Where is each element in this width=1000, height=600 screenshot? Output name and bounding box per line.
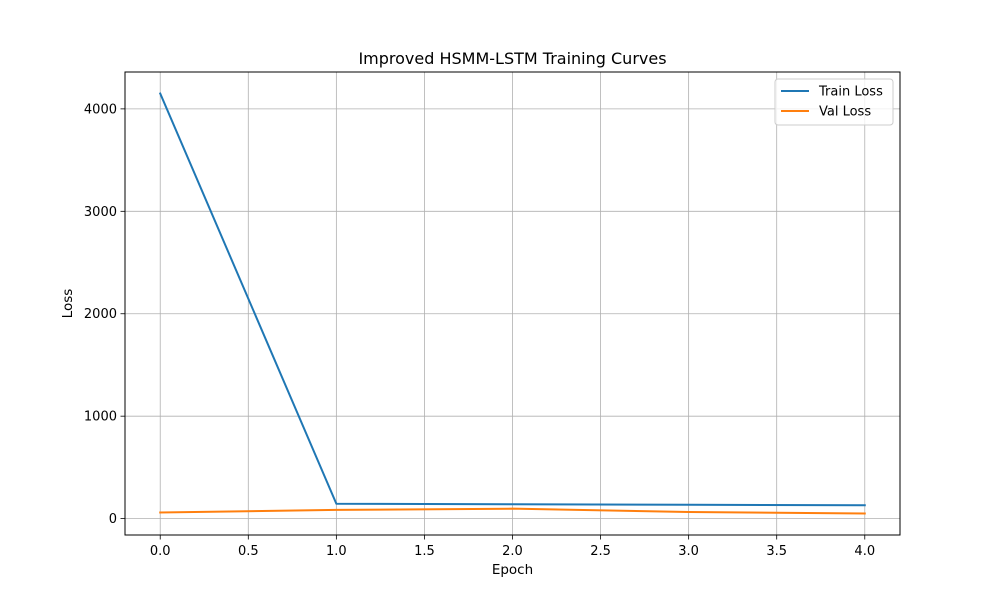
legend-label-val-loss: Val Loss bbox=[819, 105, 871, 120]
x-tick-label: 1.0 bbox=[326, 544, 347, 559]
grid-lines bbox=[125, 72, 900, 535]
series-line-train-loss bbox=[158, 92, 866, 507]
y-axis-label: Loss bbox=[60, 289, 76, 319]
x-tick-label: 3.0 bbox=[678, 544, 699, 559]
legend-label-train-loss: Train Loss bbox=[818, 85, 883, 100]
x-tick-label: 0.0 bbox=[150, 544, 171, 559]
legend: Train Loss Val Loss bbox=[774, 78, 894, 126]
y-tick-label: 4000 bbox=[84, 102, 117, 117]
y-tick-label: 1000 bbox=[84, 410, 117, 425]
series-layer bbox=[158, 92, 866, 515]
x-axis-label: Epoch bbox=[492, 562, 533, 578]
x-tick-label: 2.5 bbox=[590, 544, 611, 559]
y-tick-label: 3000 bbox=[84, 205, 117, 220]
x-tick-label: 2.0 bbox=[502, 544, 523, 559]
x-axis-ticks: 0.0 0.5 1.0 1.5 2.0 2.5 3.0 3.5 4.0 bbox=[150, 535, 875, 559]
y-axis-ticks: 0 1000 2000 3000 4000 bbox=[84, 102, 125, 527]
x-tick-label: 1.5 bbox=[414, 544, 435, 559]
x-tick-label: 3.5 bbox=[766, 544, 787, 559]
x-tick-label: 4.0 bbox=[854, 544, 875, 559]
chart-title: Improved HSMM-LSTM Training Curves bbox=[358, 49, 666, 68]
x-tick-label: 0.5 bbox=[238, 544, 259, 559]
y-tick-label: 0 bbox=[109, 512, 117, 527]
y-tick-label: 2000 bbox=[84, 307, 117, 322]
series-line-val-loss bbox=[159, 507, 866, 515]
